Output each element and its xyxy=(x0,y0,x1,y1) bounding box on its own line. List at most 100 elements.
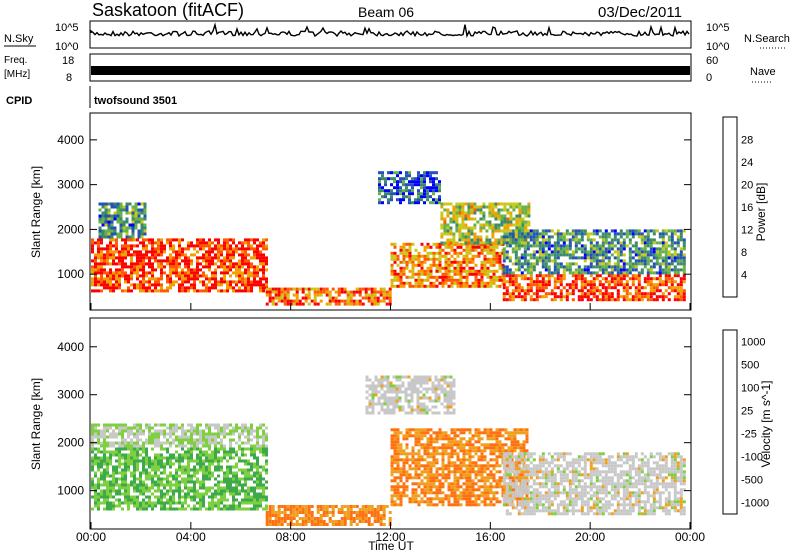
data-cell xyxy=(187,286,190,290)
data-cell xyxy=(459,461,463,465)
data-cell xyxy=(316,293,320,297)
data-cell xyxy=(217,426,220,430)
data-cell xyxy=(382,505,386,508)
data-cell xyxy=(328,302,332,306)
data-cell xyxy=(217,462,220,466)
data-cell xyxy=(601,268,605,272)
data-cell xyxy=(169,253,172,257)
data-cell xyxy=(595,298,599,302)
data-cell xyxy=(355,511,359,514)
data-cell xyxy=(441,431,445,435)
data-cell xyxy=(509,214,513,218)
data-cell xyxy=(172,462,175,466)
data-cell xyxy=(607,295,611,299)
data-cell xyxy=(408,248,412,252)
data-cell xyxy=(295,290,299,294)
data-cell xyxy=(529,229,533,233)
data-cell xyxy=(580,292,584,296)
data-cell xyxy=(432,198,435,202)
data-cell xyxy=(262,483,265,487)
data-cell xyxy=(559,289,563,293)
data-cell xyxy=(211,286,214,290)
data-cell xyxy=(358,508,362,511)
data-cell xyxy=(435,437,439,441)
data-cell xyxy=(172,438,175,442)
data-cell xyxy=(527,220,531,224)
data-cell xyxy=(322,508,326,511)
data-cell xyxy=(193,277,196,281)
data-cell xyxy=(523,268,527,272)
data-cell xyxy=(514,238,518,242)
data-cell xyxy=(529,265,533,269)
data-cell xyxy=(477,281,481,285)
data-cell xyxy=(396,461,400,465)
data-cell xyxy=(157,498,160,502)
data-cell xyxy=(381,189,384,193)
data-cell xyxy=(502,241,506,245)
data-cell xyxy=(396,449,400,453)
data-cell xyxy=(151,244,154,248)
data-cell xyxy=(423,257,427,261)
data-cell xyxy=(568,241,572,245)
data-cell xyxy=(619,274,623,278)
data-cell xyxy=(193,438,196,442)
data-cell xyxy=(265,290,269,294)
data-cell xyxy=(247,262,250,266)
data-cell xyxy=(523,244,527,248)
data-cell xyxy=(226,241,229,245)
data-cell xyxy=(577,289,581,293)
data-cell xyxy=(523,274,527,278)
date-title: 03/Dec/2011 xyxy=(598,4,682,21)
data-cell xyxy=(154,471,157,475)
data-cell xyxy=(280,290,284,294)
data-cell xyxy=(211,492,214,496)
data-cell xyxy=(553,298,557,302)
data-cell xyxy=(319,290,323,294)
data-cell xyxy=(589,271,593,275)
data-cell xyxy=(411,482,415,486)
data-cell xyxy=(208,241,211,245)
data-cell xyxy=(133,465,136,469)
data-cell xyxy=(429,470,433,474)
data-cell xyxy=(511,274,515,278)
data-cell xyxy=(205,426,208,430)
data-cell xyxy=(116,208,120,212)
data-cell xyxy=(349,302,353,306)
data-cell xyxy=(112,450,115,454)
data-cell xyxy=(130,495,133,499)
data-cell xyxy=(453,473,457,477)
data-cell xyxy=(142,447,145,451)
data-cell xyxy=(497,211,501,215)
data-cell xyxy=(349,520,353,523)
data-cell xyxy=(518,214,522,218)
data-cell xyxy=(509,238,513,242)
data-cell xyxy=(402,464,406,468)
data-cell xyxy=(271,523,275,526)
data-cell xyxy=(541,253,545,257)
data-cell xyxy=(652,298,656,302)
data-cell xyxy=(565,262,569,266)
data-cell xyxy=(217,241,220,245)
data-cell xyxy=(414,491,418,495)
data-cell xyxy=(148,238,151,242)
data-cell xyxy=(447,443,451,447)
data-cell xyxy=(634,265,638,269)
data-cell xyxy=(109,444,112,448)
data-cell xyxy=(402,257,406,261)
data-cell xyxy=(491,202,495,206)
data-cell xyxy=(244,262,247,266)
data-cell xyxy=(202,492,205,496)
data-cell xyxy=(139,489,142,493)
data-cell xyxy=(426,479,430,483)
data-cell xyxy=(181,289,184,293)
data-cell xyxy=(199,262,202,266)
data-cell xyxy=(598,229,602,233)
data-cell xyxy=(483,248,487,252)
data-cell xyxy=(679,229,683,233)
data-cell xyxy=(160,456,163,460)
data-cell xyxy=(485,223,489,227)
data-cell xyxy=(202,444,205,448)
data-cell xyxy=(414,467,418,471)
data-cell xyxy=(417,278,421,282)
